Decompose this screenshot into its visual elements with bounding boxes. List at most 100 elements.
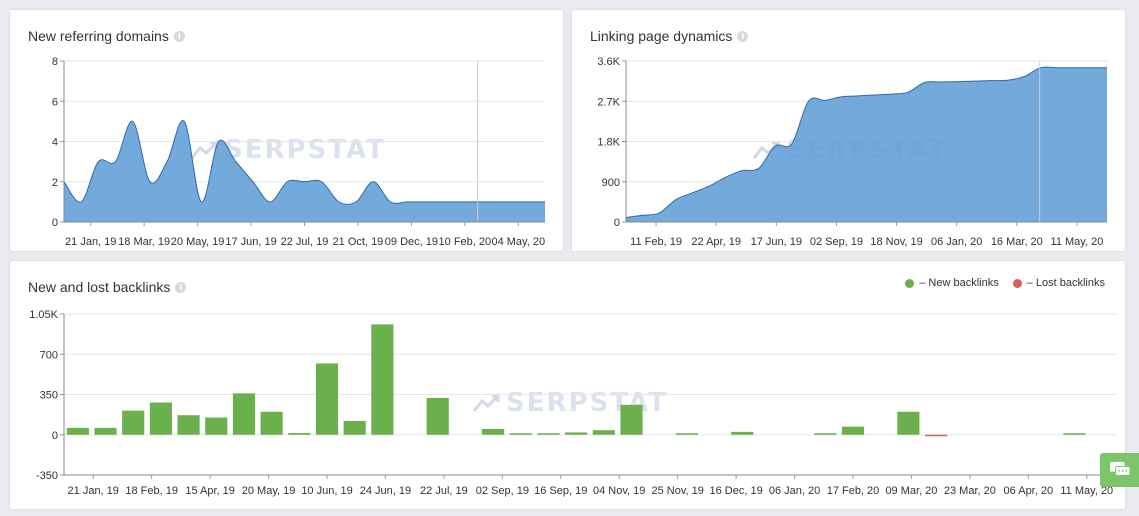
legend-dot-lost — [1012, 278, 1022, 288]
x-tick-label: 11 Feb, 19 — [630, 236, 682, 248]
bar — [537, 433, 560, 435]
linking-page-card: Linking page dynamics i SERPSTAT 09001.8… — [572, 10, 1125, 251]
y-tick-label: 4 — [52, 137, 58, 149]
referring-domains-title: New referring domains i — [28, 28, 185, 44]
linking-page-chart: 0 900 1.8K 2.7K 3.6K 11 Feb, 19 22 Apr, 19 17 J… — [597, 56, 1107, 248]
y-tick-label: 2.7K — [597, 96, 620, 108]
x-tick-label: 06 Apr, 20 — [1004, 485, 1054, 497]
x-tick-label: 09 Mar, 20 — [885, 485, 937, 497]
x-tick-label: 04 Nov, 19 — [593, 485, 645, 497]
bar — [122, 410, 145, 435]
x-tick-label: 02 Sep, 19 — [476, 485, 529, 497]
y-tick-label: 0 — [52, 217, 58, 229]
x-tick-label: 11 May, 20 — [1051, 236, 1104, 248]
x-tick-label: 17 Jun, 19 — [751, 236, 802, 248]
x-tick-label: 06 Jan, 20 — [931, 236, 982, 248]
y-tick-label: 1.8K — [597, 137, 620, 149]
y-tick-label: 0 — [614, 217, 620, 229]
x-tick-label: 22 Jul, 19 — [420, 485, 468, 497]
backlinks-title: New and lost backlinks i — [28, 279, 187, 295]
x-tick-label: 17 Feb, 20 — [827, 485, 880, 497]
area-fill — [626, 67, 1107, 222]
x-tick-label: 09 Dec, 19 — [385, 236, 438, 248]
backlinks-chart: -350 0 350 700 1.05K 21 Jan, 19 18 Feb, 19 15 A… — [29, 309, 1116, 497]
bar — [288, 433, 311, 435]
bar — [592, 430, 615, 435]
x-tick-label: 18 Nov, 19 — [870, 236, 922, 248]
backlinks-card: New and lost backlinks i – New backlinks… — [10, 261, 1125, 509]
bar — [565, 432, 588, 435]
bar — [509, 433, 532, 435]
x-tick-label: 04 May, 20 — [491, 236, 545, 248]
chart-title: New referring domains — [28, 28, 169, 44]
bar — [177, 415, 200, 435]
referring-domains-card: New referring domains i SERPSTAT 0 2 4 6 8 21… — [10, 10, 563, 251]
legend-dot-new — [905, 278, 915, 288]
linking-page-title: Linking page dynamics i — [590, 28, 749, 44]
bar — [482, 429, 505, 435]
bar — [205, 417, 228, 435]
x-tick-label: 22 Jul, 19 — [281, 236, 329, 248]
x-tick-label: 10 Feb, 20 — [439, 236, 492, 248]
legend: – New backlinks – Lost backlinks — [905, 277, 1105, 289]
x-tick-label: 21 Jan, 19 — [65, 236, 116, 248]
x-tick-label: 21 Jan, 19 — [68, 485, 119, 497]
bar — [66, 427, 89, 435]
y-tick-label: 900 — [602, 177, 620, 189]
chat-button[interactable] — [1100, 453, 1139, 487]
y-tick-label: 0 — [52, 430, 58, 442]
x-tick-label: 21 Oct, 19 — [333, 236, 384, 248]
x-tick-label: 22 Apr, 19 — [691, 236, 741, 248]
x-tick-label: 17 Jun, 19 — [225, 236, 276, 248]
bar — [426, 397, 449, 435]
x-tick-label: 23 Mar, 20 — [944, 485, 996, 497]
y-tick-label: 3.6K — [597, 56, 620, 68]
bar — [924, 434, 948, 437]
bar — [371, 324, 394, 435]
x-tick-label: 06 Jan, 20 — [769, 485, 820, 497]
bar — [315, 363, 339, 435]
y-tick-label: 8 — [52, 56, 58, 68]
chart-title: Linking page dynamics — [590, 28, 733, 44]
y-tick-label: 350 — [40, 390, 58, 402]
bar — [1063, 433, 1086, 435]
bar — [620, 404, 643, 435]
x-tick-label: 16 Mar, 20 — [991, 236, 1043, 248]
x-tick-label: 24 Jun, 19 — [360, 485, 411, 497]
x-tick-label: 11 May, 20 — [1060, 485, 1113, 497]
bar — [731, 431, 754, 435]
x-tick-label: 20 May, 19 — [242, 485, 296, 497]
y-tick-label: 6 — [52, 96, 58, 108]
series-line — [63, 120, 545, 205]
info-icon[interactable]: i — [173, 30, 185, 42]
info-icon[interactable]: i — [737, 30, 749, 42]
bar — [675, 433, 698, 435]
x-tick-label: 16 Dec, 19 — [710, 485, 763, 497]
y-tick-label: 2 — [52, 177, 58, 189]
x-tick-label: 10 Jun, 19 — [301, 485, 352, 497]
area-fill — [64, 120, 545, 222]
legend-item-lost[interactable]: – Lost backlinks — [1012, 277, 1105, 289]
bar — [814, 433, 837, 435]
bar — [232, 393, 256, 435]
bar — [149, 402, 172, 435]
y-tick-label: -350 — [36, 470, 58, 482]
x-tick-label: 18 Mar, 19 — [118, 236, 170, 248]
info-icon[interactable]: i — [175, 281, 187, 293]
x-tick-label: 15 Apr, 19 — [185, 485, 235, 497]
y-tick-label: 700 — [40, 349, 58, 361]
chart-title: New and lost backlinks — [28, 279, 171, 295]
bar — [841, 426, 865, 435]
legend-item-new[interactable]: – New backlinks — [905, 277, 999, 289]
x-tick-label: 18 Feb, 19 — [125, 485, 178, 497]
y-tick-label: 1.05K — [29, 309, 58, 321]
bar — [94, 427, 117, 435]
bar — [343, 420, 366, 435]
x-tick-label: 02 Sep, 19 — [810, 236, 863, 248]
x-tick-label: 20 May, 19 — [171, 236, 225, 248]
bar — [260, 411, 283, 435]
chat-icon — [1109, 461, 1130, 476]
series-line — [625, 66, 1107, 219]
x-tick-label: 16 Sep, 19 — [534, 485, 587, 497]
bar — [897, 411, 920, 435]
